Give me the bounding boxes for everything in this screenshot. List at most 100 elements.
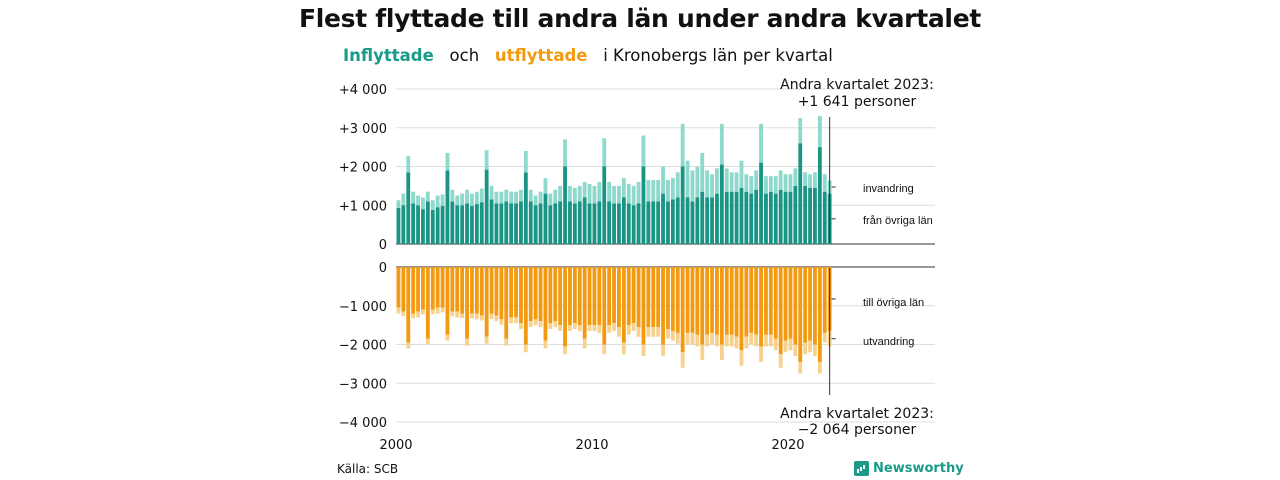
- bar-inflow-emigration: [587, 183, 592, 204]
- annotation-top-line2: +1 641 personer: [798, 94, 917, 110]
- bar-outflow-domestic: [455, 267, 460, 312]
- bar-inflow-domestic: [778, 189, 783, 244]
- bar-outflow-emigration: [553, 321, 558, 328]
- bar-inflow-domestic: [793, 185, 798, 244]
- bar-inflow-emigration: [597, 182, 602, 202]
- bar-outflow-domestic: [700, 267, 705, 345]
- y-tick-label: −1 000: [339, 300, 387, 315]
- bar-outflow-emigration: [450, 311, 455, 317]
- bar-inflow-emigration: [416, 195, 420, 206]
- bar-inflow-domestic: [396, 207, 401, 244]
- bar-inflow-emigration: [778, 170, 783, 190]
- bar-inflow-emigration: [646, 180, 651, 202]
- bar-inflow-emigration: [612, 185, 616, 204]
- bar-outflow-domestic: [705, 267, 710, 335]
- bar-inflow-emigration: [435, 195, 440, 208]
- y-tick-label: +3 000: [339, 122, 387, 137]
- bar-outflow-emigration: [582, 338, 587, 349]
- bar-outflow-emigration: [548, 323, 553, 329]
- bar-inflow-emigration: [666, 180, 670, 202]
- bar-inflow-domestic: [749, 193, 754, 244]
- bar-inflow-emigration: [523, 151, 528, 173]
- bar-inflow-emigration: [538, 191, 543, 204]
- bar-outflow-domestic: [607, 267, 612, 326]
- bar-outflow-domestic: [568, 267, 572, 326]
- bar-inflow-emigration: [768, 176, 773, 192]
- bar-outflow-emigration: [729, 334, 734, 347]
- bar-outflow-domestic: [749, 267, 754, 333]
- bar-inflow-emigration: [724, 168, 729, 192]
- bar-outflow-emigration: [430, 309, 435, 315]
- bar-outflow-emigration: [803, 342, 808, 355]
- bar-inflow-domestic: [724, 191, 729, 244]
- bar-outflow-domestic: [470, 267, 474, 314]
- bar-inflow-domestic: [455, 205, 460, 244]
- bar-inflow-emigration: [710, 174, 714, 198]
- bar-outflow-domestic: [817, 267, 822, 362]
- bar-outflow-domestic: [744, 267, 749, 337]
- bar-inflow-emigration: [401, 193, 406, 206]
- bar-inflow-domestic: [656, 201, 661, 244]
- bar-inflow-emigration: [543, 178, 548, 194]
- bar-inflow-domestic: [661, 193, 665, 244]
- brand-logo[interactable]: Newsworthy: [854, 461, 964, 476]
- bar-inflow-domestic: [822, 191, 827, 244]
- bar-inflow-emigration: [430, 200, 435, 210]
- bar-inflow-domestic: [636, 203, 641, 244]
- bar-outflow-domestic: [656, 267, 661, 328]
- bar-outflow-domestic: [759, 267, 763, 347]
- bar-outflow-emigration: [602, 344, 607, 355]
- bar-inflow-domestic: [421, 209, 425, 244]
- bar-outflow-domestic: [440, 267, 445, 308]
- bar-outflow-emigration: [592, 325, 597, 331]
- subtitle-in-word: Inflyttade: [343, 46, 434, 65]
- bar-chart-icon: [854, 461, 869, 476]
- bar-inflow-domestic: [445, 170, 450, 244]
- bar-outflow-domestic: [631, 267, 636, 324]
- bar-inflow-domestic: [817, 147, 822, 244]
- bar-inflow-domestic: [406, 172, 411, 244]
- bar-outflow-emigration: [744, 336, 749, 349]
- bar-inflow-emigration: [690, 170, 695, 202]
- bar-inflow-domestic: [621, 197, 626, 244]
- bar-outflow-emigration: [764, 334, 768, 347]
- bar-outflow-emigration: [479, 315, 484, 321]
- bar-inflow-emigration: [602, 138, 607, 167]
- bar-outflow-domestic: [421, 267, 425, 310]
- bar-outflow-domestic: [411, 267, 416, 314]
- bar-outflow-domestic: [538, 267, 543, 322]
- bar-inflow-domestic: [450, 201, 455, 244]
- bar-outflow-domestic: [719, 267, 724, 345]
- bar-inflow-domestic: [788, 191, 793, 244]
- bar-outflow-emigration: [411, 313, 416, 319]
- bar-outflow-emigration: [636, 327, 641, 337]
- bar-inflow-emigration: [499, 191, 504, 204]
- bar-outflow-domestic: [577, 267, 582, 326]
- bar-outflow-emigration: [494, 315, 499, 322]
- bar-outflow-domestic: [783, 267, 788, 341]
- bar-outflow-domestic: [514, 267, 518, 318]
- bar-inflow-emigration: [749, 176, 754, 194]
- subtitle-out-word: utflyttade: [494, 46, 588, 65]
- bar-inflow-emigration: [533, 195, 538, 206]
- bar-inflow-emigration: [592, 185, 597, 204]
- bar-inflow-emigration: [700, 152, 705, 192]
- bar-inflow-domestic: [489, 199, 494, 244]
- bar-inflow-domestic: [612, 203, 616, 244]
- bar-inflow-domestic: [470, 206, 474, 244]
- bar-inflow-emigration: [739, 160, 744, 188]
- bar-outflow-emigration: [519, 323, 523, 329]
- bar-inflow-emigration: [553, 189, 558, 204]
- bar-outflow-emigration: [661, 344, 665, 357]
- bar-outflow-emigration: [773, 338, 778, 351]
- bar-outflow-emigration: [690, 332, 695, 345]
- bar-inflow-emigration: [455, 195, 460, 206]
- bar-outflow-emigration: [822, 332, 827, 343]
- bar-outflow-domestic: [543, 267, 548, 341]
- bar-inflow-domestic: [568, 201, 572, 244]
- bar-inflow-emigration: [494, 191, 499, 204]
- bar-outflow-domestic: [572, 267, 577, 324]
- x-tick-label: 2010: [575, 438, 608, 453]
- bar-inflow-domestic: [690, 201, 695, 244]
